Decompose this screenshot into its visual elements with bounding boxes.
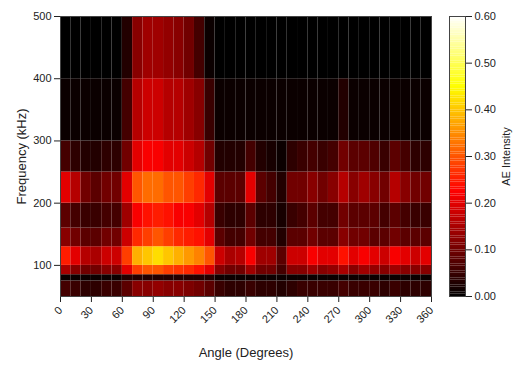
svg-text:300: 300 <box>352 304 373 325</box>
svg-text:0.10: 0.10 <box>475 243 496 255</box>
svg-text:330: 330 <box>383 304 404 325</box>
svg-text:200: 200 <box>33 197 51 209</box>
svg-text:240: 240 <box>290 304 311 325</box>
svg-text:0.00: 0.00 <box>475 290 496 302</box>
svg-text:120: 120 <box>167 304 188 325</box>
svg-text:0.60: 0.60 <box>475 10 496 22</box>
svg-text:30: 30 <box>78 304 95 321</box>
svg-text:0.40: 0.40 <box>475 103 496 115</box>
svg-text:100: 100 <box>33 259 51 271</box>
svg-text:90: 90 <box>140 304 157 321</box>
svg-text:210: 210 <box>259 304 280 325</box>
svg-text:Frequency (kHz): Frequency (kHz) <box>14 108 29 204</box>
svg-text:270: 270 <box>321 304 342 325</box>
svg-text:180: 180 <box>228 304 249 325</box>
svg-text:500: 500 <box>33 10 51 22</box>
svg-text:150: 150 <box>198 304 219 325</box>
svg-text:0.50: 0.50 <box>475 57 496 69</box>
svg-text:360: 360 <box>414 304 435 325</box>
svg-text:0.30: 0.30 <box>475 150 496 162</box>
svg-text:0.20: 0.20 <box>475 197 496 209</box>
svg-text:300: 300 <box>33 134 51 146</box>
svg-text:0: 0 <box>52 304 65 317</box>
svg-text:Angle (Degrees): Angle (Degrees) <box>199 345 294 360</box>
svg-text:AE Intensity: AE Intensity <box>500 127 512 186</box>
svg-text:400: 400 <box>33 72 51 84</box>
svg-text:60: 60 <box>109 304 126 321</box>
